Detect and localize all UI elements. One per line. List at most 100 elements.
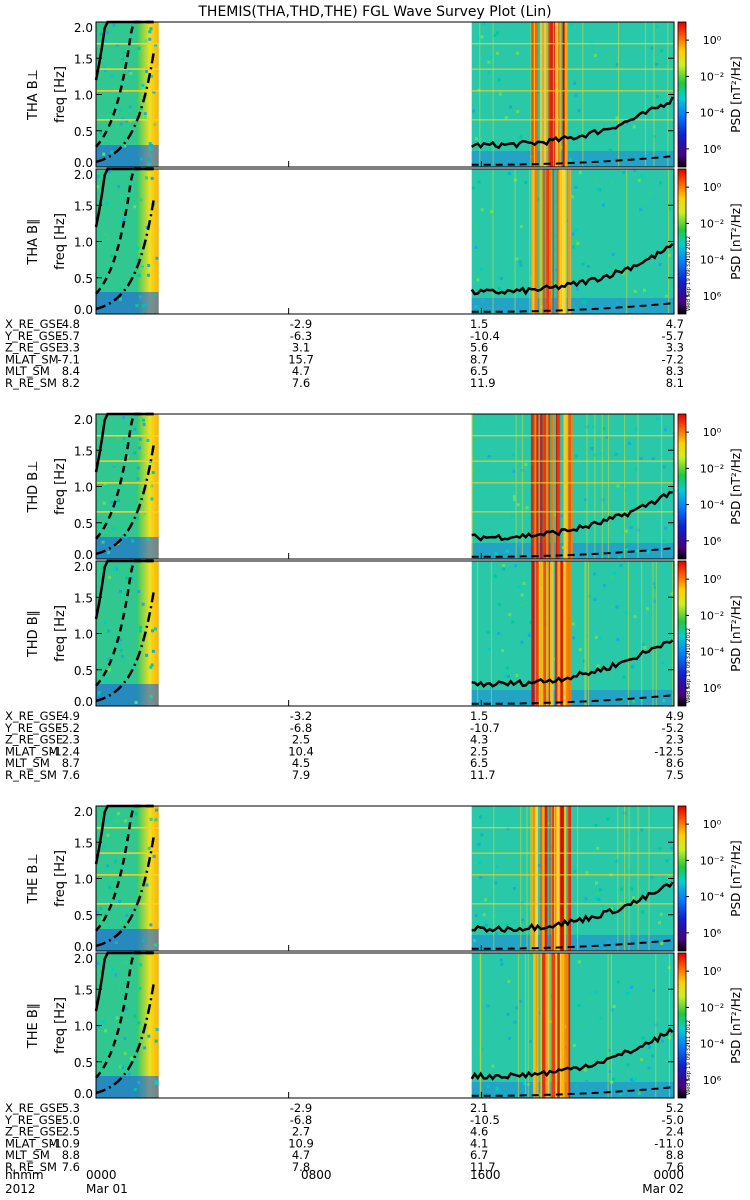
spectrogram-pixel (617, 556, 621, 559)
spectrogram-striation (594, 414, 596, 559)
spectrogram-striation (564, 169, 567, 314)
spectrogram-striation (561, 169, 565, 314)
spectrogram-pixel (155, 1081, 159, 1085)
spectrogram-pixel (647, 1072, 651, 1076)
colorbar-tick-label: 10⁻⁴ (700, 499, 725, 512)
spectrogram-pixel (655, 417, 659, 421)
spectrogram-striation (533, 953, 536, 1098)
spectrogram-pixel (487, 70, 491, 74)
spectrogram-pixel (497, 631, 501, 635)
spectrogram-pixel (112, 463, 116, 466)
spectrogram-pixel (153, 293, 157, 297)
spectrogram-striation (641, 561, 643, 706)
spectrogram-pixel (640, 498, 644, 502)
spectrogram-pixel (526, 926, 530, 929)
spectrogram-pixel (151, 471, 155, 475)
colorbar-tick-label: 10⁻⁴ (700, 254, 725, 267)
gyrofrequency-curve-dashdot (95, 982, 156, 1095)
spectrogram-pixel (125, 576, 128, 580)
spectrogram-pixel (486, 1004, 490, 1008)
spectrogram-pixel (582, 907, 586, 911)
gyrofrequency-curve-dashed (471, 1086, 673, 1097)
date-start: Mar 01 (86, 1182, 128, 1196)
spectrogram-lowfreq (96, 537, 159, 559)
gyrofrequency-curve-dashed (95, 167, 154, 295)
spectrogram-pixel (645, 152, 649, 156)
spectrogram-striation (543, 22, 547, 167)
spectrogram-striation (560, 806, 564, 951)
spectrogram-pixel (632, 699, 636, 703)
spectrogram-pixel (606, 940, 610, 944)
spectrogram-pixel (153, 123, 157, 126)
spectrogram-striation (559, 169, 561, 314)
spectrogram-lowfreq (471, 298, 674, 314)
y-tick-label: 0.5 (74, 125, 93, 139)
spectrogram-pixel (153, 627, 157, 631)
gyrofrequency-curve-dashed (95, 559, 154, 687)
ephemeris-value: -12.5 (654, 744, 684, 758)
spectrogram-striation (526, 806, 528, 951)
spectrogram-pixel (630, 887, 634, 891)
spectrogram-pixel (640, 828, 644, 832)
spectrogram-pixel (472, 109, 475, 113)
spectrogram-pixel (527, 633, 531, 637)
spectrogram-striation (534, 22, 535, 167)
spectrogram-striation (515, 414, 517, 559)
spectrogram-pixel (512, 887, 516, 891)
spectrogram-pixel (515, 1006, 519, 1010)
spectrogram-striation (546, 806, 549, 951)
spectrogram-pixel (610, 675, 614, 679)
ephemeris-row-label: X_RE_GSE (5, 1101, 63, 1115)
spectrogram-striation (543, 953, 547, 1098)
spectrogram-pixel (147, 1034, 151, 1038)
colorbar-tick-label: 10⁶ (703, 927, 722, 940)
spectrogram-pixel (655, 63, 659, 67)
spectrogram-pixel (137, 274, 141, 278)
spectrogram-striation (539, 169, 543, 314)
spectrogram-pixel (525, 506, 529, 510)
spectrogram-striation (565, 806, 567, 951)
spectrogram-pixel (508, 613, 512, 617)
spectrogram-pixel (473, 939, 477, 942)
spectrogram-pixel (119, 589, 123, 593)
spectrogram-pixel (513, 1020, 517, 1024)
spectrogram-pixel (477, 88, 481, 92)
spectrogram-pixel (651, 457, 655, 461)
spectrogram-pixel (604, 671, 608, 675)
spectrogram-striation (644, 22, 646, 167)
spectrogram-striation (541, 806, 545, 951)
spectrogram-pixel (525, 601, 529, 605)
spectrogram-striation (534, 169, 538, 314)
spectrogram-striation (556, 169, 559, 314)
spectrogram-pixel (519, 135, 523, 139)
ephemeris-value: 4.7 (666, 317, 684, 331)
spectrogram-pixel (138, 446, 142, 450)
ephemeris-value: 2.4 (666, 1125, 684, 1139)
spectrogram-pixel (498, 92, 502, 96)
spectrogram-pixel (660, 942, 664, 945)
spectrogram-pixel (144, 39, 148, 43)
spectrogram-striation (525, 953, 527, 1098)
spectrogram-pixel (125, 119, 129, 123)
spectrogram-striation (532, 806, 536, 951)
spectrogram-pixel (499, 958, 503, 962)
spectrogram-pixel (571, 616, 575, 620)
time-axis-label: hhmm (5, 1168, 44, 1182)
y-axis-label: freq [Hz] (53, 605, 68, 662)
spectrogram-pixel (99, 73, 103, 77)
spectrogram-pixel (116, 437, 119, 441)
spectrogram-pixel (641, 1036, 645, 1040)
spectrogram-pixel (118, 985, 122, 989)
spectrogram-pixel (138, 625, 142, 629)
spectrogram-pixel (491, 1064, 495, 1068)
spectrogram-pixel (146, 537, 150, 541)
ephemeris-value: -7.2 (662, 352, 684, 366)
gyrofrequency-curve-dashed (95, 20, 154, 148)
spectrogram-pixel (122, 436, 126, 440)
spectrogram-pixel (635, 427, 638, 431)
ephemeris-value: 10.9 (288, 1136, 314, 1150)
spectrogram-pixel (668, 253, 672, 257)
ephemeris-value: 5.6 (470, 341, 488, 355)
